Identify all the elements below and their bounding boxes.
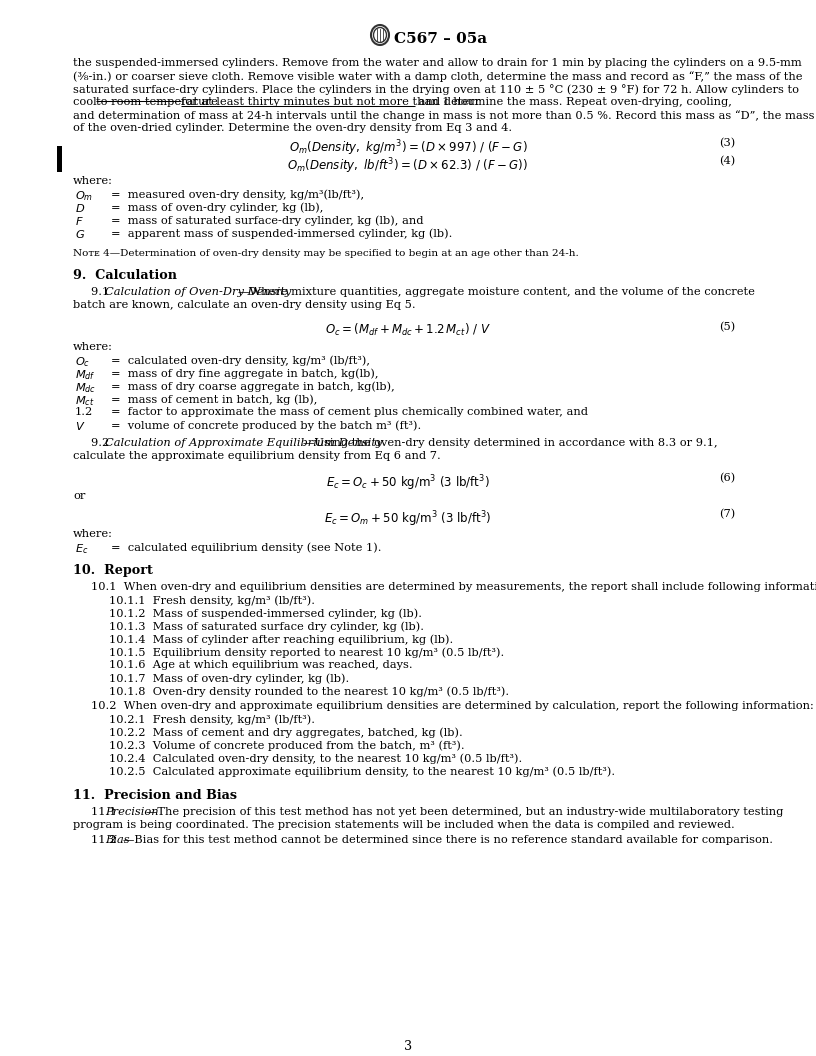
Text: 3: 3 xyxy=(404,1040,412,1053)
Text: Calculation of Oven-Dry Density: Calculation of Oven-Dry Density xyxy=(105,287,291,297)
Text: or: or xyxy=(73,491,86,501)
Text: 10.1.4  Mass of cylinder after reaching equilibrium, kg (lb).: 10.1.4 Mass of cylinder after reaching e… xyxy=(109,634,453,644)
Text: the suspended-immersed cylinders. Remove from the water and allow to drain for 1: the suspended-immersed cylinders. Remove… xyxy=(73,58,802,68)
Text: =  calculated equilibrium density (see Note 1).: = calculated equilibrium density (see No… xyxy=(111,542,382,552)
Text: 10.2.3  Volume of concrete produced from the batch, m³ (ft³).: 10.2.3 Volume of concrete produced from … xyxy=(109,740,464,751)
Text: (7): (7) xyxy=(719,509,735,520)
Text: cool: cool xyxy=(73,97,100,107)
Text: Calculation of Approximate Equilibrium Density: Calculation of Approximate Equilibrium D… xyxy=(105,438,383,448)
Text: —Bias for this test method cannot be determined since there is no reference stan: —Bias for this test method cannot be det… xyxy=(123,835,773,845)
Text: 11.  Precision and Bias: 11. Precision and Bias xyxy=(73,789,237,802)
Text: where:: where: xyxy=(73,342,113,352)
Text: 10.2  When oven-dry and approximate equilibrium densities are determined by calc: 10.2 When oven-dry and approximate equil… xyxy=(91,701,814,711)
Text: saturated surface-dry cylinders. Place the cylinders in the drying oven at 110 ±: saturated surface-dry cylinders. Place t… xyxy=(73,84,799,95)
Text: 9.2: 9.2 xyxy=(91,438,113,448)
Text: (3): (3) xyxy=(719,138,735,148)
Text: $V$: $V$ xyxy=(75,420,86,432)
Text: =  calculated oven-dry density, kg/m³ (lb/ft³),: = calculated oven-dry density, kg/m³ (lb… xyxy=(111,355,370,365)
Text: =  mass of dry fine aggregate in batch, kg(lb),: = mass of dry fine aggregate in batch, k… xyxy=(111,367,379,378)
Text: 10.1.8  Oven-dry density rounded to the nearest 10 kg/m³ (0.5 lb/ft³).: 10.1.8 Oven-dry density rounded to the n… xyxy=(109,686,509,697)
Text: (4): (4) xyxy=(719,156,735,166)
Text: =  factor to approximate the mass of cement plus chemically combined water, and: = factor to approximate the mass of ceme… xyxy=(111,407,588,417)
Text: batch are known, calculate an oven-dry density using Eq 5.: batch are known, calculate an oven-dry d… xyxy=(73,300,415,310)
Text: 10.2.1  Fresh density, kg/m³ (lb/ft³).: 10.2.1 Fresh density, kg/m³ (lb/ft³). xyxy=(109,714,315,724)
Text: —The precision of this test method has not yet been determined, but an industry-: —The precision of this test method has n… xyxy=(145,807,783,817)
Text: 10.2.5  Calculated approximate equilibrium density, to the nearest 10 kg/m³ (0.5: 10.2.5 Calculated approximate equilibriu… xyxy=(109,766,615,776)
Bar xyxy=(57,146,62,172)
Text: (6): (6) xyxy=(719,473,735,484)
Text: 10.1.6  Age at which equilibrium was reached, days.: 10.1.6 Age at which equilibrium was reac… xyxy=(109,660,413,670)
Text: 9.  Calculation: 9. Calculation xyxy=(73,269,177,282)
Text: 9.1: 9.1 xyxy=(91,287,113,297)
Text: 10.1.1  Fresh density, kg/m³ (lb/ft³).: 10.1.1 Fresh density, kg/m³ (lb/ft³). xyxy=(109,595,315,605)
Text: $M_{df}$: $M_{df}$ xyxy=(75,367,95,382)
Text: =  volume of concrete produced by the batch m³ (ft³).: = volume of concrete produced by the bat… xyxy=(111,420,421,431)
Text: 10.1.5  Equilibrium density reported to nearest 10 kg/m³ (0.5 lb/ft³).: 10.1.5 Equilibrium density reported to n… xyxy=(109,647,504,658)
Text: of the oven-dried cylinder. Determine the oven-dry density from Eq 3 and 4.: of the oven-dried cylinder. Determine th… xyxy=(73,122,512,133)
Text: 10.1.7  Mass of oven-dry cylinder, kg (lb).: 10.1.7 Mass of oven-dry cylinder, kg (lb… xyxy=(109,673,349,683)
Text: =  mass of oven-dry cylinder, kg (lb),: = mass of oven-dry cylinder, kg (lb), xyxy=(111,202,323,212)
Text: (⅜-in.) or coarser sieve cloth. Remove visible water with a damp cloth, determin: (⅜-in.) or coarser sieve cloth. Remove v… xyxy=(73,71,802,81)
Text: $G$: $G$ xyxy=(75,228,85,240)
Text: $E_c = O_m + 50\ \mathrm{kg/m^3}\ \mathrm{(3\ lb/ft^3)}$: $E_c = O_m + 50\ \mathrm{kg/m^3}\ \mathr… xyxy=(324,509,492,529)
Text: 10.1  When oven-dry and equilibrium densities are determined by measurements, th: 10.1 When oven-dry and equilibrium densi… xyxy=(91,582,816,592)
Text: 11.2: 11.2 xyxy=(91,835,124,845)
Text: $O_m$: $O_m$ xyxy=(75,189,93,203)
Text: 10.2.4  Calculated oven-dry density, to the nearest 10 kg/m³ (0.5 lb/ft³).: 10.2.4 Calculated oven-dry density, to t… xyxy=(109,753,522,763)
Text: $O_m(Density,\ kg/m^3)=(D \times 997)\ /\ (F-G)$: $O_m(Density,\ kg/m^3)=(D \times 997)\ /… xyxy=(289,138,527,157)
Text: for at least thirty minutes but not more than 1 hour: for at least thirty minutes but not more… xyxy=(181,97,481,107)
Text: program is being coordinated. The precision statements will be included when the: program is being coordinated. The precis… xyxy=(73,821,734,830)
Text: Nᴏᴛᴇ 4—Determination of oven-dry density may be specified to begin at an age oth: Nᴏᴛᴇ 4—Determination of oven-dry density… xyxy=(73,249,579,258)
Text: and determination of mass at 24-h intervals until the change in mass is not more: and determination of mass at 24-h interv… xyxy=(73,110,814,120)
Text: 11.1: 11.1 xyxy=(91,807,124,817)
Text: $D$: $D$ xyxy=(75,202,85,214)
Text: 10.1.3  Mass of saturated surface dry cylinder, kg (lb).: 10.1.3 Mass of saturated surface dry cyl… xyxy=(109,621,424,631)
Text: (5): (5) xyxy=(719,322,735,333)
Text: and determine the mass. Repeat oven-drying, cooling,: and determine the mass. Repeat oven-dryi… xyxy=(415,97,732,107)
Text: calculate the approximate equilibrium density from Eq 6 and 7.: calculate the approximate equilibrium de… xyxy=(73,451,441,461)
Text: 10.2.2  Mass of cement and dry aggregates, batched, kg (lb).: 10.2.2 Mass of cement and dry aggregates… xyxy=(109,727,463,737)
Text: where:: where: xyxy=(73,529,113,539)
Text: —Where mixture quantities, aggregate moisture content, and the volume of the con: —Where mixture quantities, aggregate moi… xyxy=(238,287,755,297)
Text: 1.2: 1.2 xyxy=(75,407,93,417)
Text: $E_c = O_c + 50\ \mathrm{kg/m^3}\ \mathrm{(3\ lb/ft^3)}$: $E_c = O_c + 50\ \mathrm{kg/m^3}\ \mathr… xyxy=(326,473,490,492)
Text: 10.  Report: 10. Report xyxy=(73,564,153,577)
Text: Precision: Precision xyxy=(105,807,158,817)
Text: =  mass of dry coarse aggregate in batch, kg(lb),: = mass of dry coarse aggregate in batch,… xyxy=(111,381,395,392)
Text: Bias: Bias xyxy=(105,835,130,845)
Text: $F$: $F$ xyxy=(75,215,84,227)
Text: =  mass of cement in batch, kg (lb),: = mass of cement in batch, kg (lb), xyxy=(111,394,317,404)
Text: $O_c$: $O_c$ xyxy=(75,355,91,369)
Text: =  measured oven-dry density, kg/m³(lb/ft³),: = measured oven-dry density, kg/m³(lb/ft… xyxy=(111,189,364,200)
Text: —Using the oven-dry density determined in accordance with 8.3 or 9.1,: —Using the oven-dry density determined i… xyxy=(303,438,717,448)
Text: $E_c$: $E_c$ xyxy=(75,542,88,555)
Text: =  apparent mass of suspended-immersed cylinder, kg (lb).: = apparent mass of suspended-immersed cy… xyxy=(111,228,452,239)
Text: =  mass of saturated surface-dry cylinder, kg (lb), and: = mass of saturated surface-dry cylinder… xyxy=(111,215,424,226)
Text: C567 – 05a: C567 – 05a xyxy=(394,32,487,46)
Text: $M_{dc}$: $M_{dc}$ xyxy=(75,381,96,395)
Text: 10.1.2  Mass of suspended-immersed cylinder, kg (lb).: 10.1.2 Mass of suspended-immersed cylind… xyxy=(109,608,422,619)
Text: $O_m(Density,\ lb/ft^3)=(D \times 62.3)\ /\ (F-G))$: $O_m(Density,\ lb/ft^3)=(D \times 62.3)\… xyxy=(287,156,529,175)
Text: where:: where: xyxy=(73,176,113,186)
Text: $M_{ct}$: $M_{ct}$ xyxy=(75,394,95,408)
Text: $O_c = (M_{df} + M_{dc} + 1.2\,M_{ct})\ /\ V$: $O_c = (M_{df} + M_{dc} + 1.2\,M_{ct})\ … xyxy=(325,322,491,338)
Text: to room temperature: to room temperature xyxy=(95,97,217,107)
